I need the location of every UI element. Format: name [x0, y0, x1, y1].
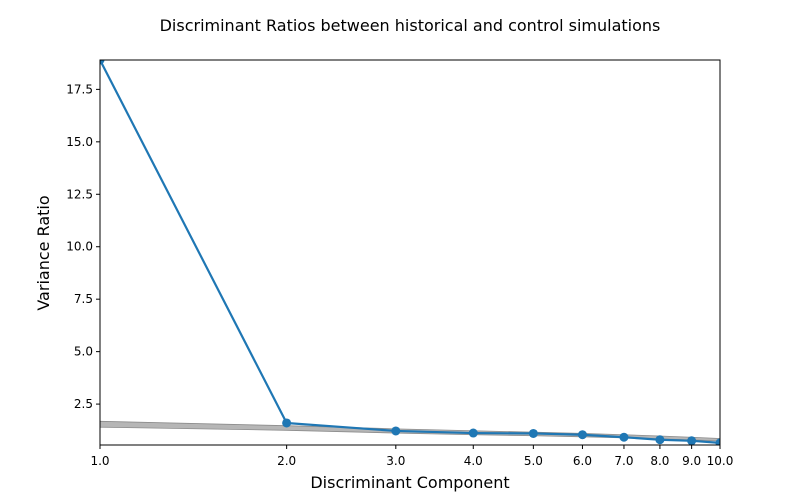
data-point	[468, 428, 478, 438]
y-tick-label: 10.0	[66, 240, 93, 254]
x-axis-label: Discriminant Component	[310, 473, 509, 492]
y-tick-label: 5.0	[74, 345, 93, 359]
y-tick-label: 2.5	[74, 397, 93, 411]
data-point	[391, 426, 401, 436]
x-tick-label: 10.0	[707, 454, 734, 468]
x-tick-label: 5.0	[524, 454, 543, 468]
y-tick-label: 17.5	[66, 82, 93, 96]
y-tick-label: 15.0	[66, 135, 93, 149]
data-point	[528, 428, 538, 438]
x-tick-label: 3.0	[386, 454, 405, 468]
data-point	[577, 430, 587, 440]
x-tick-label: 2.0	[277, 454, 296, 468]
axis-layer: 1.0 2.0 3.0 4.0 5.0 6.0 7.0 8.0 9.0 10.0 2.5 5.0 7.5…	[66, 82, 733, 468]
y-tick-label: 7.5	[74, 292, 93, 306]
data-point	[687, 436, 697, 445]
chart-title: Discriminant Ratios between historical a…	[160, 16, 661, 35]
x-tick-label: 6.0	[573, 454, 592, 468]
data-point	[100, 60, 105, 65]
x-tick-label: 1.0	[90, 454, 109, 468]
x-tick-label: 8.0	[650, 454, 669, 468]
data-point	[619, 432, 629, 442]
y-tick-label: 12.5	[66, 187, 93, 201]
data-point	[655, 435, 665, 445]
data-point	[282, 418, 292, 428]
y-axis-label: Variance Ratio	[34, 195, 53, 310]
x-tick-label: 7.0	[614, 454, 633, 468]
x-tick-label: 4.0	[464, 454, 483, 468]
plot-frame	[99, 59, 721, 446]
data-point	[715, 438, 720, 445]
series-line	[100, 60, 720, 444]
series-layer	[100, 60, 720, 445]
x-tick-label: 9.0	[682, 454, 701, 468]
